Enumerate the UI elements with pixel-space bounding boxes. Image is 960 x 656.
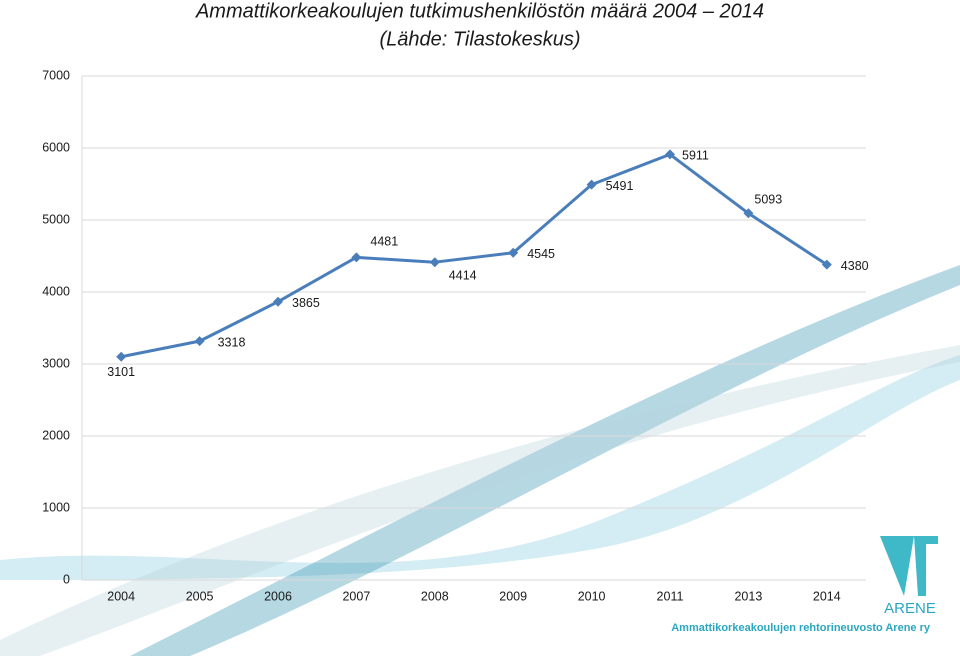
y-tick-label: 3000 [42,356,70,370]
x-tick-label: 2011 [657,589,684,603]
x-tick-label: 2008 [421,589,449,603]
data-label: 3318 [218,335,246,349]
background-ribbons [0,265,960,656]
y-tick-label: 6000 [42,140,70,154]
data-line [120,152,828,359]
data-label: 5093 [754,193,782,207]
data-label: 5911 [682,149,709,163]
data-label: 4414 [449,268,477,282]
ribbon [130,265,960,656]
data-label: 5491 [606,179,634,193]
y-tick-label: 2000 [42,428,70,442]
y-tick-label: 1000 [42,500,70,514]
data-label: 4545 [527,247,555,261]
marker [429,257,440,268]
x-tick-label: 2010 [578,589,606,603]
chart-subtitle: (Lähde: Tilastokeskus) [379,28,580,50]
marker [351,252,362,263]
x-tick-label: 2005 [186,589,214,603]
data-label: 4380 [841,259,869,273]
x-tick-label: 2006 [264,589,292,603]
marker [194,336,205,347]
data-label: 3101 [107,365,135,379]
logo-mark [914,536,938,596]
x-tick-label: 2009 [499,589,527,603]
chart-title: Ammattikorkeakoulujen tutkimushenkilöstö… [195,0,764,22]
logo-mark [880,536,914,596]
data-label: 3865 [292,296,320,310]
ribbon [0,355,960,580]
marker [116,351,127,362]
logo: ARENE Ammattikorkeakoulujen rehtorineuvo… [671,536,938,634]
logo-organization: Ammattikorkeakoulujen rehtorineuvosto Ar… [671,622,931,634]
ribbon [0,345,960,656]
y-tick-label: 4000 [42,284,70,298]
marker [665,149,675,160]
marker [821,259,832,270]
marker [743,208,754,219]
marker [508,247,519,258]
y-tick-label: 7000 [42,68,70,82]
x-tick-label: 2007 [342,589,370,603]
x-tick-label: 2014 [813,589,841,603]
y-tick-label: 0 [63,572,70,586]
logo-name: ARENE [884,600,936,617]
marker [586,179,597,190]
y-tick-label: 5000 [42,212,70,226]
data-label: 4481 [370,235,398,249]
x-tick-label: 2004 [107,589,135,603]
marker [273,296,283,307]
x-tick-label: 2013 [734,589,762,603]
